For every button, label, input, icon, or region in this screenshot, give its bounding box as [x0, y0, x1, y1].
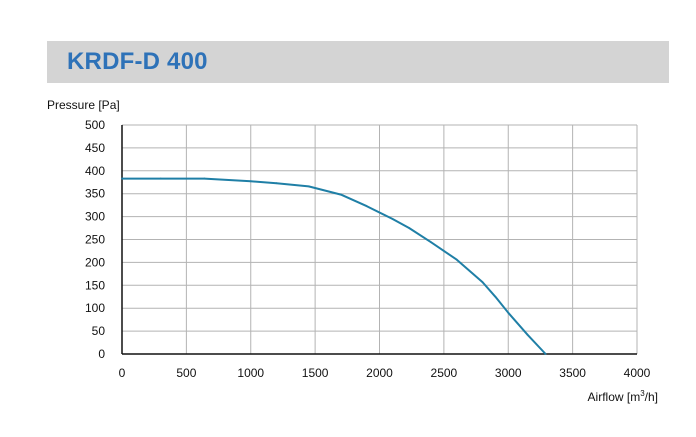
x-tick-label: 1000 — [237, 366, 264, 380]
x-tick-label: 4000 — [624, 366, 651, 380]
y-axis-label: Pressure [Pa] — [47, 98, 120, 112]
x-tick-label: 2000 — [366, 366, 393, 380]
data-point — [339, 193, 342, 196]
series-line — [122, 177, 547, 355]
data-point — [455, 258, 458, 261]
x-tick-label: 3500 — [559, 366, 586, 380]
title-bar: KRDF-D 400 — [47, 41, 669, 83]
data-point — [544, 353, 547, 355]
y-tick-label: 200 — [85, 255, 105, 269]
x-axis-label: Airflow [m3/h] — [588, 389, 658, 404]
y-tick-label: 250 — [85, 233, 105, 247]
y-tick-label: 500 — [85, 118, 105, 132]
x-axis-label-main: Airflow [m — [588, 390, 641, 404]
data-point — [307, 185, 310, 188]
x-tick-label: 2500 — [431, 366, 458, 380]
y-tick-label: 450 — [85, 141, 105, 155]
x-axis-label-sup: 3 — [640, 389, 645, 398]
data-point — [203, 177, 206, 180]
x-axis-label-end: /h] — [645, 390, 658, 404]
y-tick-label: 100 — [85, 301, 105, 315]
data-point — [159, 177, 162, 180]
data-point — [391, 217, 394, 220]
page-title: KRDF-D 400 — [67, 48, 208, 75]
y-tick-label: 0 — [98, 347, 105, 361]
data-point — [481, 281, 484, 283]
data-point — [121, 177, 123, 180]
data-point — [249, 180, 252, 183]
y-tick-label: 50 — [92, 324, 106, 338]
x-tick-label: 0 — [119, 366, 126, 380]
y-tick-label: 300 — [85, 210, 105, 224]
axes — [121, 125, 637, 355]
data-point — [507, 311, 510, 314]
x-tick-label: 1500 — [302, 366, 329, 380]
series-group — [121, 177, 547, 355]
x-tick-label: 3000 — [495, 366, 522, 380]
y-tick-label: 350 — [85, 187, 105, 201]
data-point — [430, 241, 432, 244]
data-point — [275, 182, 278, 185]
data-point — [365, 205, 368, 207]
y-tick-label: 400 — [85, 164, 105, 178]
tick-labels: 0 500 1000 1500 2000 2500 3000 3500 4000 0 50 100 15… — [85, 118, 651, 380]
data-point — [408, 227, 411, 229]
data-point — [494, 295, 497, 298]
x-tick-label: 500 — [176, 366, 196, 380]
y-tick-label: 150 — [85, 278, 105, 292]
grid — [122, 124, 638, 354]
data-point — [526, 333, 529, 336]
